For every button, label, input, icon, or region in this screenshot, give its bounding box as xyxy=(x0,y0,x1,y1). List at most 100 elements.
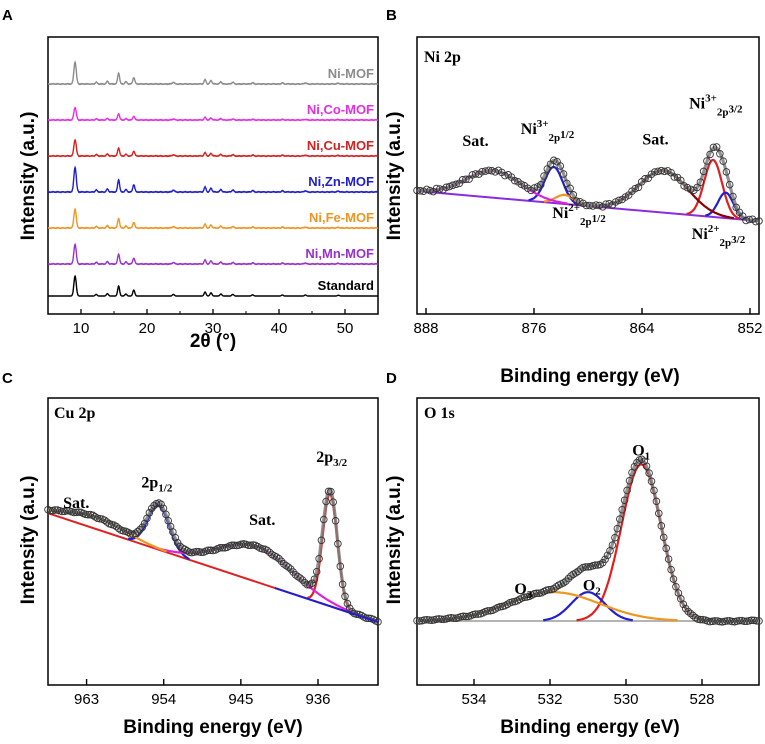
data-point xyxy=(254,542,262,551)
data-point xyxy=(556,162,565,170)
data-point xyxy=(296,574,304,582)
data-point xyxy=(537,180,545,189)
data-point xyxy=(740,617,749,625)
data-point xyxy=(723,617,731,625)
data-point xyxy=(471,610,480,618)
panel-d-o1s: D O 1s O1 O2 O3 534 532 530 528 Binding energ… xyxy=(384,370,763,738)
data-point xyxy=(659,533,668,542)
fit-envelope xyxy=(417,458,759,623)
data-point xyxy=(331,517,340,525)
data-point xyxy=(282,561,290,570)
data-point xyxy=(197,548,205,557)
data-point xyxy=(320,515,328,524)
data-point xyxy=(413,616,421,625)
data-point xyxy=(445,614,453,622)
xrd-series-label-6: Standard xyxy=(318,278,374,293)
data-point xyxy=(611,533,619,542)
fit-envelope xyxy=(47,487,379,624)
data-point xyxy=(592,201,600,209)
data-point xyxy=(642,462,651,470)
peak-annotation-0: O1 xyxy=(632,442,650,462)
data-point xyxy=(640,457,648,466)
data-point xyxy=(655,509,663,518)
data-point xyxy=(559,579,568,587)
data-point xyxy=(733,617,741,625)
data-point xyxy=(755,217,763,225)
data-point xyxy=(301,578,309,587)
data-point xyxy=(112,522,121,531)
data-point xyxy=(336,562,345,571)
xrd-series-label-2: Ni,Cu-MOF xyxy=(307,138,374,153)
panel-d-ylabel: Intensity (a.u.) xyxy=(384,476,405,605)
data-point xyxy=(550,584,558,593)
data-point xyxy=(667,565,675,574)
data-point xyxy=(686,609,695,618)
data-point xyxy=(679,600,688,609)
peak-annotation-1: O2 xyxy=(583,577,601,597)
xrd-series-6 xyxy=(48,274,378,297)
data-point xyxy=(423,185,431,194)
xrd-series-label-0: Ni-MOF xyxy=(328,66,374,81)
peak-annotation-3: 2p3/2 xyxy=(316,449,347,469)
fit-component-0 xyxy=(686,158,740,220)
panel-a-ylabel: Intensity (a.u.) xyxy=(18,112,39,241)
xrd-series-label-1: Ni,Co-MOF xyxy=(307,102,374,117)
raw-data-points xyxy=(44,487,382,626)
data-point xyxy=(415,617,424,625)
data-point xyxy=(618,505,626,514)
panel-d-frame xyxy=(416,397,760,686)
data-point xyxy=(145,509,154,517)
data-point xyxy=(689,611,697,620)
fit-envelope xyxy=(417,145,760,223)
xrd-xtick-label: 50 xyxy=(337,320,354,337)
data-point xyxy=(581,563,590,571)
data-point xyxy=(457,612,465,621)
data-point xyxy=(192,547,201,556)
xrd-series-3 xyxy=(47,165,379,194)
panel-c-frame xyxy=(47,397,379,686)
data-point xyxy=(670,173,679,181)
xrd-series-label-5: Ni,Mn-MOF xyxy=(305,246,374,261)
data-point xyxy=(284,563,293,571)
data-point xyxy=(532,589,541,598)
data-point xyxy=(677,176,685,185)
data-point xyxy=(562,577,570,585)
peak-annotation-2: O3 xyxy=(514,581,532,601)
xtick-label: 888 xyxy=(413,320,438,337)
data-point xyxy=(652,497,661,506)
xtick-label: 530 xyxy=(613,691,638,708)
data-point xyxy=(425,616,433,624)
data-point xyxy=(699,615,707,624)
data-point xyxy=(716,150,724,158)
data-point xyxy=(315,554,323,563)
data-point xyxy=(74,508,83,516)
data-point xyxy=(693,183,701,192)
data-point xyxy=(647,477,656,486)
data-point xyxy=(272,553,281,561)
xrd-series-0 xyxy=(47,60,379,86)
panel-label-a: A xyxy=(2,7,13,24)
xrd-xtick-label: 40 xyxy=(271,320,288,337)
data-point xyxy=(103,518,111,526)
data-point xyxy=(596,560,604,569)
xtick-label: 954 xyxy=(151,691,176,708)
peak-annotation-2: Sat. xyxy=(249,512,275,529)
data-point xyxy=(204,546,213,555)
data-point xyxy=(510,176,519,185)
data-point xyxy=(442,183,451,192)
xrd-series-4 xyxy=(47,207,379,230)
xrd-series-label-4: Ni,Fe-MOF xyxy=(309,210,374,225)
peak-annotation-4: Ni2+2p1/2 xyxy=(552,202,606,228)
data-point xyxy=(550,156,558,165)
data-point xyxy=(131,529,139,538)
data-point xyxy=(329,498,337,506)
data-point xyxy=(729,192,737,201)
data-point xyxy=(706,617,714,626)
data-point xyxy=(114,524,123,533)
xrd-series-label-3: Ni,Zn-MOF xyxy=(308,174,374,189)
xrd-series-2 xyxy=(47,138,379,158)
data-point xyxy=(218,543,227,552)
data-point xyxy=(298,576,307,584)
data-point xyxy=(84,510,92,519)
background-line-blue xyxy=(274,587,379,623)
